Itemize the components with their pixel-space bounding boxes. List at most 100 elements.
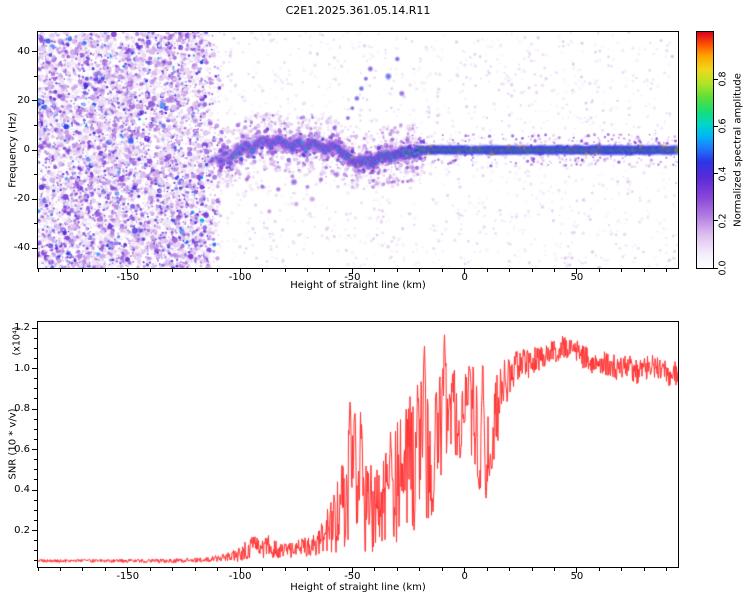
y-major-tick [32,149,37,151]
x-minor-tick [509,269,511,272]
x-major-tick [576,568,578,573]
x-minor-tick [104,568,106,571]
x-minor-tick [666,269,668,272]
x-major-tick [351,568,353,573]
y-major-tick [32,100,37,102]
x-minor-tick [643,568,645,571]
plot-title: C2E1.2025.361.05.14.R11 [285,4,431,17]
x-minor-tick [374,269,376,272]
x-major-tick [464,269,466,274]
x-minor-tick [486,568,488,571]
x-minor-tick [374,568,376,571]
x-minor-tick [59,269,61,272]
x-tick-label: 50 [570,571,584,582]
x-major-tick [464,568,466,573]
y-major-tick [32,530,37,532]
y-minor-tick [34,540,37,542]
y-tick-label: 20 [17,94,30,106]
y-tick-label: 0.4 [14,484,30,496]
y-minor-tick [34,398,37,400]
y-major-tick [32,368,37,370]
x-tick-label: 0 [461,272,468,283]
x-minor-tick [329,568,331,571]
y-tick-label: -20 [13,193,30,205]
bottom-x-axis-label: Height of straight line (km) [290,582,426,593]
colorbar-canvas [697,32,713,268]
x-major-tick [576,269,578,274]
y-major-tick [32,489,37,491]
colorbar-tick-label: 0.4 [717,166,729,182]
x-minor-tick [553,568,555,571]
x-minor-tick [553,269,555,272]
y-tick-label: 0 [23,144,30,155]
y-tick-label: 1.2 [14,322,30,334]
x-minor-tick [419,568,421,571]
colorbar-tick [714,267,718,269]
x-major-tick [127,269,129,274]
x-minor-tick [172,269,174,272]
x-minor-tick [419,269,421,272]
x-minor-tick [306,269,308,272]
x-tick-label: -100 [228,272,252,283]
colorbar-label: Normalized spectral amplitude [732,73,744,227]
x-minor-tick [217,269,219,272]
y-major-tick [32,247,37,249]
y-tick-label: 0.8 [14,403,30,415]
colorbar-tick [714,125,718,127]
y-major-tick [32,408,37,410]
y-major-tick [32,198,37,200]
x-minor-tick [486,269,488,272]
x-tick-label: -150 [116,571,140,582]
x-major-tick [239,269,241,274]
y-minor-tick [34,499,37,501]
y-tick-label: 40 [17,45,30,57]
y-minor-tick [34,560,37,562]
y-tick-label: 1.0 [14,362,30,374]
x-tick-label: 0 [461,571,468,582]
x-minor-tick [37,568,39,571]
x-tick-label: 50 [570,272,584,283]
y-minor-tick [34,428,37,430]
x-minor-tick [598,269,600,272]
x-tick-label: -50 [344,571,361,582]
y-minor-tick [34,357,37,359]
y-tick-label: 0.2 [14,524,30,536]
x-minor-tick [396,568,398,571]
colorbar-tick [714,173,718,175]
x-minor-tick [441,568,443,571]
spectrogram-canvas [38,32,678,268]
x-minor-tick [329,269,331,272]
top-x-axis-label: Height of straight line (km) [290,280,426,291]
snr-canvas [38,322,678,567]
colorbar-tick [714,220,718,222]
y-major-tick [32,51,37,53]
y-minor-tick [34,479,37,481]
x-minor-tick [284,269,286,272]
y-minor-tick [34,469,37,471]
x-minor-tick [82,269,84,272]
x-minor-tick [149,568,151,571]
y-minor-tick [34,223,37,225]
x-minor-tick [217,568,219,571]
x-minor-tick [82,568,84,571]
y-minor-tick [34,418,37,420]
y-major-tick [32,327,37,329]
colorbar-tick-label: 0.8 [717,71,729,87]
x-minor-tick [37,269,39,272]
x-tick-label: -50 [344,272,361,283]
x-minor-tick [262,568,264,571]
x-minor-tick [59,568,61,571]
x-minor-tick [643,269,645,272]
x-major-tick [351,269,353,274]
x-minor-tick [598,568,600,571]
x-minor-tick [262,269,264,272]
colorbar-tick-label: 0.0 [717,260,729,276]
y-minor-tick [34,378,37,380]
x-minor-tick [531,568,533,571]
x-tick-label: -150 [116,272,140,283]
x-minor-tick [172,568,174,571]
y-minor-tick [34,124,37,126]
y-minor-tick [34,459,37,461]
y-minor-tick [34,337,37,339]
x-minor-tick [396,269,398,272]
